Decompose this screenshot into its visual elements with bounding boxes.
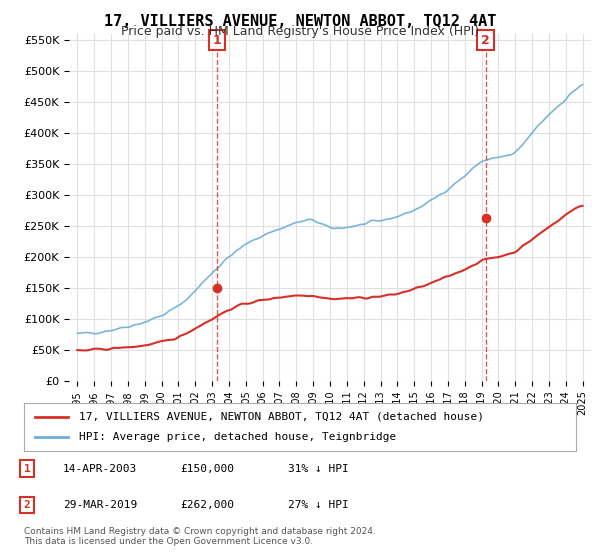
Text: 2: 2 xyxy=(23,500,31,510)
Text: Contains HM Land Registry data © Crown copyright and database right 2024.
This d: Contains HM Land Registry data © Crown c… xyxy=(24,526,376,546)
Text: 1: 1 xyxy=(23,464,31,474)
Text: Price paid vs. HM Land Registry's House Price Index (HPI): Price paid vs. HM Land Registry's House … xyxy=(121,25,479,38)
Text: 17, VILLIERS AVENUE, NEWTON ABBOT, TQ12 4AT (detached house): 17, VILLIERS AVENUE, NEWTON ABBOT, TQ12 … xyxy=(79,412,484,422)
Text: 27% ↓ HPI: 27% ↓ HPI xyxy=(288,500,349,510)
Text: HPI: Average price, detached house, Teignbridge: HPI: Average price, detached house, Teig… xyxy=(79,432,397,442)
Text: 14-APR-2003: 14-APR-2003 xyxy=(63,464,137,474)
Text: 31% ↓ HPI: 31% ↓ HPI xyxy=(288,464,349,474)
Text: 17, VILLIERS AVENUE, NEWTON ABBOT, TQ12 4AT: 17, VILLIERS AVENUE, NEWTON ABBOT, TQ12 … xyxy=(104,14,496,29)
Text: 2: 2 xyxy=(481,34,490,46)
Text: 1: 1 xyxy=(212,34,221,46)
Text: 29-MAR-2019: 29-MAR-2019 xyxy=(63,500,137,510)
Text: £262,000: £262,000 xyxy=(180,500,234,510)
Text: £150,000: £150,000 xyxy=(180,464,234,474)
